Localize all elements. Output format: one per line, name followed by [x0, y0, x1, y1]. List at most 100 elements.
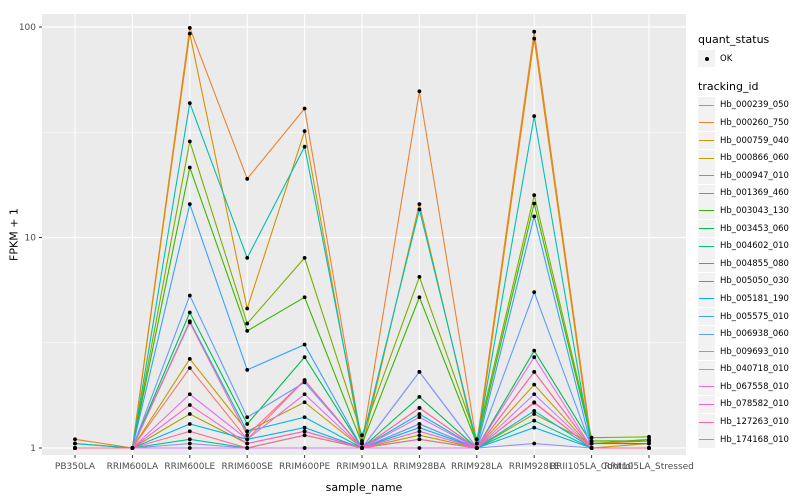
data-point	[532, 441, 537, 446]
legend-key	[698, 114, 715, 132]
data-point	[245, 433, 250, 438]
data-point	[532, 369, 537, 374]
legend-item-label: Hb_003043_130	[720, 205, 789, 216]
data-point	[474, 437, 479, 442]
x-tick-label: RRIM928LA	[451, 462, 503, 472]
legend-line-swatch	[699, 228, 714, 230]
legend-item-label: OK	[720, 53, 733, 64]
data-point	[302, 295, 307, 300]
data-point	[417, 415, 422, 420]
data-point	[647, 446, 651, 450]
legend-key	[698, 272, 715, 290]
legend-line-swatch	[699, 157, 714, 159]
data-point	[417, 202, 422, 207]
data-point	[245, 306, 250, 311]
legend-item: Hb_005575_010	[698, 308, 798, 326]
data-point	[302, 355, 307, 360]
data-point	[417, 433, 422, 438]
legend-item-label: Hb_000260_750	[720, 117, 789, 128]
legend-line-swatch	[699, 192, 714, 194]
x-tick-label: RRIM600SE	[221, 462, 273, 472]
x-tick-label: RRIM928BA	[393, 462, 446, 472]
data-point	[245, 437, 250, 442]
data-point	[532, 382, 537, 387]
legend-line-swatch	[699, 122, 714, 124]
legend-key	[698, 360, 715, 378]
legend-item: Hb_004602_010	[698, 237, 798, 255]
y-tick-label: 100	[19, 23, 36, 33]
x-axis-title: sample_name	[325, 481, 403, 494]
legend-item: Hb_005050_030	[698, 272, 798, 291]
data-point	[474, 441, 479, 446]
legend-item: Hb_000866_060	[698, 149, 798, 167]
legend-line-swatch	[699, 316, 714, 318]
legend-line-swatch	[699, 403, 714, 405]
legend-item: Hb_005181_190	[698, 290, 798, 308]
data-point	[532, 348, 537, 353]
legend-item-label: Hb_078582_010	[720, 399, 789, 410]
data-point	[532, 193, 537, 198]
data-point	[417, 369, 422, 374]
data-point	[187, 320, 192, 325]
legend-line-swatch	[699, 175, 714, 177]
legend-item: Hb_001369_460	[698, 184, 798, 203]
data-point	[302, 342, 307, 347]
data-point	[187, 139, 192, 144]
point-marker-icon	[704, 56, 709, 61]
data-point	[532, 290, 537, 295]
legend-key	[698, 395, 715, 413]
data-point	[302, 378, 307, 383]
data-point	[589, 435, 594, 440]
data-point	[647, 434, 651, 439]
legend-item-label: Hb_067558_010	[720, 381, 789, 392]
legend-key	[698, 149, 715, 167]
data-point	[187, 441, 192, 446]
data-point	[532, 412, 537, 416]
legend-item: Hb_003043_130	[698, 202, 798, 220]
data-point	[417, 429, 422, 434]
data-point	[417, 412, 422, 416]
legend-line-swatch	[699, 421, 714, 423]
data-point	[532, 201, 537, 206]
plot-panel	[42, 14, 686, 455]
legend-item: Hb_174168_010	[698, 431, 798, 449]
data-point	[187, 429, 192, 434]
data-point	[130, 446, 135, 450]
legend-item-label: Hb_000947_010	[720, 170, 789, 181]
x-tick-label: PB350LA	[55, 462, 96, 472]
legend-item: Hb_067558_010	[698, 378, 798, 396]
data-point	[532, 392, 537, 397]
legend-item-label: Hb_005181_190	[720, 293, 789, 304]
data-point	[302, 429, 307, 434]
legend-key	[698, 237, 715, 255]
data-point	[187, 101, 192, 105]
data-point	[187, 310, 192, 315]
data-point	[187, 392, 192, 397]
legend-tracking-id-items: Hb_000239_050 Hb_000260_750 Hb_000759_040 H…	[698, 96, 798, 449]
data-point	[532, 355, 537, 360]
data-point	[187, 366, 192, 370]
legend-item-label: Hb_127263_010	[720, 417, 789, 428]
data-point	[532, 114, 537, 119]
legend-key	[698, 220, 715, 238]
legend-item: Hb_004855_080	[698, 255, 798, 273]
data-point	[187, 202, 192, 207]
data-point	[245, 446, 250, 450]
data-point	[532, 400, 537, 405]
legend-item: Hb_009693_010	[698, 343, 798, 361]
legend-line-swatch	[699, 386, 714, 388]
data-point	[187, 26, 192, 30]
data-point	[417, 207, 422, 212]
legend-key	[698, 184, 715, 202]
legend-line-swatch	[699, 439, 714, 441]
legend-item-label: Hb_000866_060	[720, 153, 789, 164]
legend-key	[698, 431, 715, 449]
x-tick-label: RRIM901LA	[336, 462, 388, 472]
data-point	[647, 441, 651, 446]
legend-item-label: Hb_040718_010	[720, 364, 789, 375]
legend-item: Hb_127263_010	[698, 413, 798, 431]
data-point	[245, 422, 250, 426]
legend-item: Hb_000260_750	[698, 114, 798, 132]
data-point	[589, 446, 594, 450]
